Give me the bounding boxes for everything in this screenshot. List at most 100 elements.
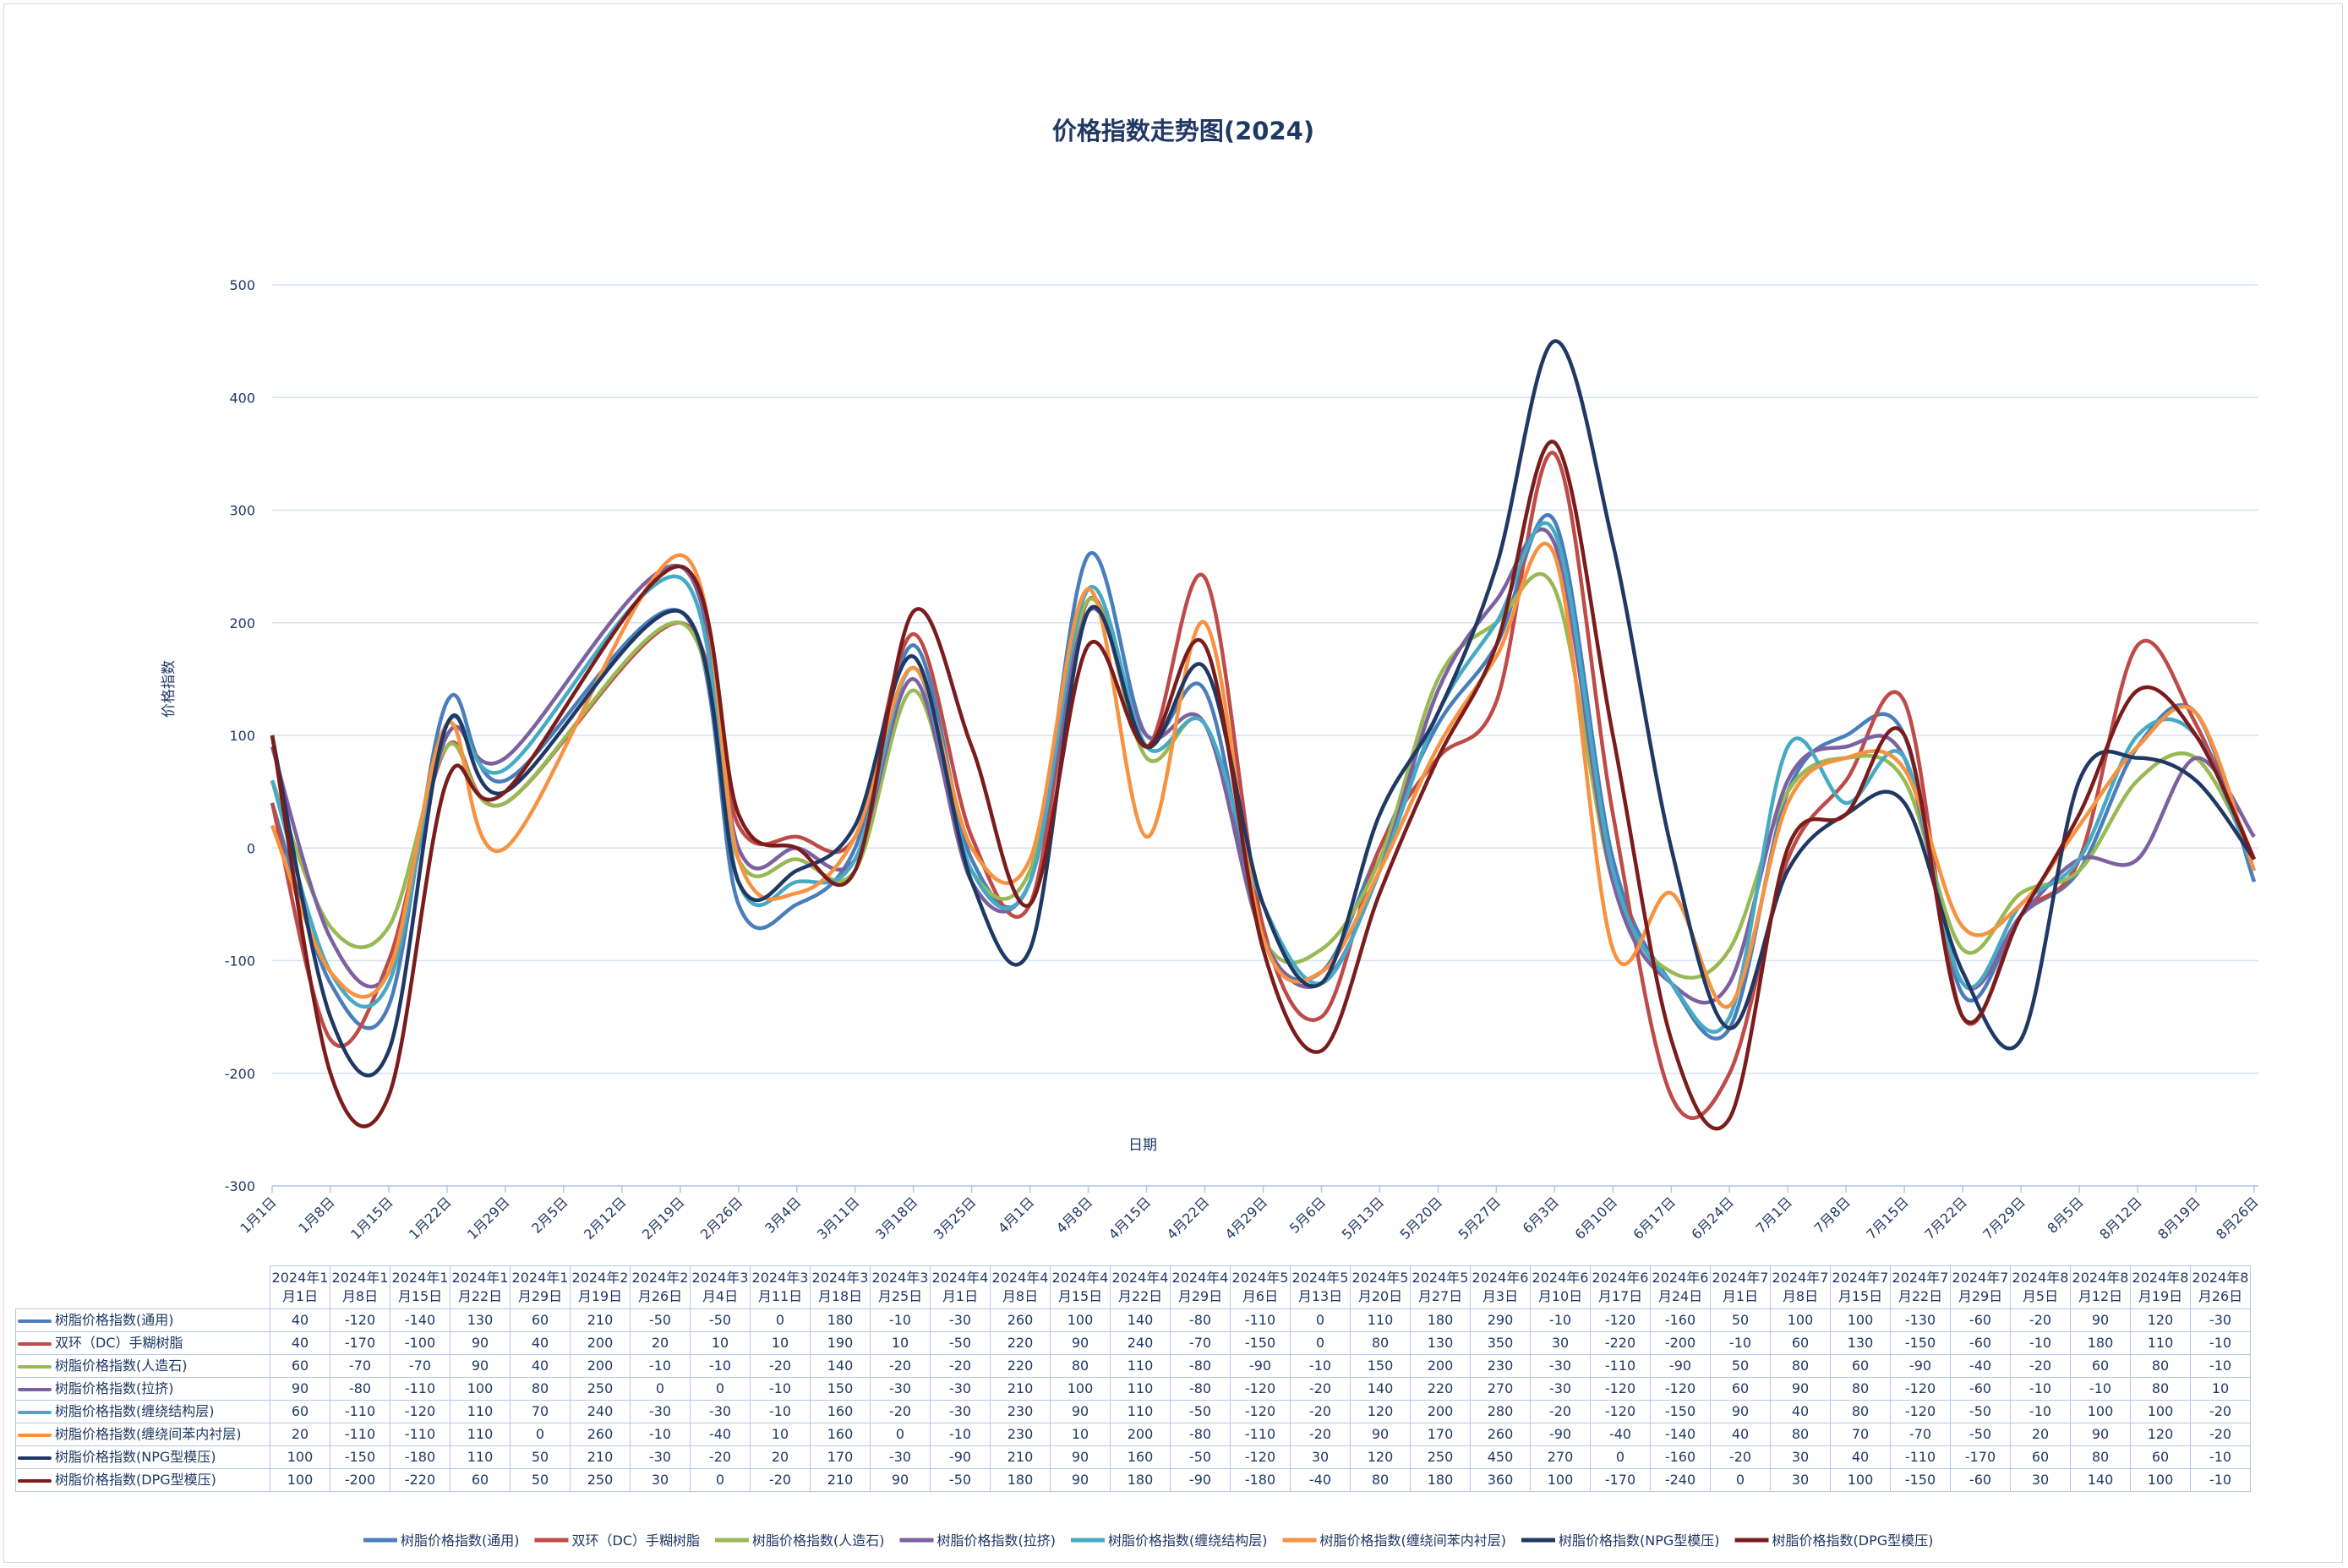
table-cell: 50 (1710, 1354, 1771, 1378)
table-cell: 230 (1470, 1354, 1531, 1378)
table-date-header: 2024年1月22日 (450, 1265, 511, 1309)
table-cell: -10 (930, 1423, 991, 1446)
table-cell: 230 (990, 1400, 1051, 1423)
table-cell: 0 (750, 1308, 811, 1332)
table-cell: 100 (2130, 1468, 2191, 1492)
table-cell: -10 (2190, 1354, 2251, 1378)
table-cell: 0 (870, 1423, 931, 1446)
table-cell: -90 (930, 1445, 991, 1469)
table-cell: 110 (1110, 1377, 1171, 1401)
chart-title: 价格指数走势图(2024) (1052, 117, 1314, 145)
table-swatch (18, 1387, 52, 1391)
table-cell: -10 (1530, 1308, 1591, 1332)
table-date-header: 2024年2月19日 (570, 1265, 631, 1309)
table-cell: 80 (1350, 1331, 1411, 1355)
table-cell: -110 (1230, 1423, 1291, 1446)
table-date-header: 2024年7月8日 (1770, 1265, 1831, 1309)
table-series-name: 树脂价格指数(拉挤) (15, 1377, 270, 1401)
x-tick-label: 3月4日 (762, 1194, 804, 1236)
table-cell: 220 (1410, 1377, 1471, 1401)
table-cell: -80 (1170, 1354, 1231, 1378)
table-date-header: 2024年8月19日 (2130, 1265, 2191, 1309)
table-cell: -120 (1230, 1445, 1291, 1469)
table-cell: 20 (2010, 1423, 2071, 1446)
table-cell: -30 (630, 1445, 691, 1469)
table-cell: 60 (1710, 1377, 1771, 1401)
table-date-header: 2024年2月26日 (630, 1265, 691, 1309)
table-cell: -90 (1230, 1354, 1291, 1378)
table-cell: 90 (1050, 1468, 1111, 1492)
x-axis-title: 日期 (1128, 1137, 1157, 1154)
legend-label: 树脂价格指数(缠绕结构层) (1108, 1532, 1268, 1549)
table-cell: -50 (1950, 1400, 2011, 1423)
table-cell: 60 (2010, 1445, 2071, 1469)
table-cell: -140 (390, 1308, 450, 1332)
table-cell: -10 (2070, 1377, 2131, 1401)
table-cell: -50 (930, 1468, 991, 1492)
table-date-header: 2024年4月15日 (1050, 1265, 1111, 1309)
table-cell: 140 (810, 1354, 871, 1378)
table-cell: -50 (930, 1331, 991, 1355)
table-cell: -30 (1530, 1377, 1591, 1401)
table-date-header: 2024年5月6日 (1230, 1265, 1291, 1309)
table-cell: -50 (1170, 1400, 1231, 1423)
table-cell: -20 (1530, 1400, 1591, 1423)
table-swatch (18, 1364, 52, 1369)
table-cell: -10 (2190, 1331, 2251, 1355)
table-cell: -50 (1170, 1445, 1231, 1469)
table-cell: 0 (510, 1423, 571, 1446)
table-cell: 110 (1110, 1354, 1171, 1378)
series-line (270, 451, 2257, 1120)
table-cell: 100 (270, 1445, 330, 1469)
table-series-label: 树脂价格指数(拉挤) (55, 1380, 174, 1396)
table-cell: 120 (2130, 1308, 2191, 1332)
table-cell: -50 (1950, 1423, 2011, 1446)
table-cell: -10 (630, 1423, 691, 1446)
legend: 树脂价格指数(通用) 双环（DC）手糊树脂 树脂价格指数(人造石) 树脂价格指数(拉挤… (363, 1532, 1933, 1549)
table-cell: -120 (1590, 1400, 1651, 1423)
table-cell: -80 (1170, 1377, 1231, 1401)
table-cell: -30 (930, 1377, 991, 1401)
table-date-header: 2024年7月22日 (1890, 1265, 1951, 1309)
table-cell: 450 (1470, 1445, 1531, 1469)
table-cell: 60 (450, 1468, 511, 1492)
y-tick-label: 500 (229, 277, 255, 293)
table-cell: 110 (1110, 1400, 1171, 1423)
table-cell: 140 (2070, 1468, 2131, 1492)
table-cell: -30 (870, 1445, 931, 1469)
table-date-header: 2024年1月29日 (510, 1265, 571, 1309)
table-cell: 10 (690, 1331, 751, 1355)
table-cell: -170 (1590, 1468, 1651, 1492)
legend-label: 双环（DC）手糊树脂 (572, 1532, 701, 1549)
table-cell: -70 (1170, 1331, 1231, 1355)
y-tick-label: -100 (225, 953, 255, 970)
table-cell: 10 (750, 1331, 811, 1355)
table-date-header: 2024年6月10日 (1530, 1265, 1591, 1309)
table-cell: 160 (810, 1400, 871, 1423)
table-cell: 90 (1050, 1400, 1111, 1423)
table-series-label: 树脂价格指数(缠绕结构层) (55, 1403, 215, 1419)
x-tick-label: 6月10日 (1571, 1194, 1620, 1243)
table-cell: 80 (1830, 1377, 1891, 1401)
y-tick-label: 300 (229, 503, 255, 519)
table-cell: 60 (2130, 1445, 2191, 1469)
table-cell: -30 (1530, 1354, 1591, 1378)
x-tick-label: 8月5日 (2044, 1194, 2086, 1236)
table-cell: -170 (330, 1331, 390, 1355)
table-cell: 0 (1290, 1331, 1351, 1355)
table-cell: 80 (1050, 1354, 1111, 1378)
table-cell: 160 (810, 1423, 871, 1446)
table-cell: 100 (2130, 1400, 2191, 1423)
table-cell: 100 (1530, 1468, 1591, 1492)
table-cell: -20 (1710, 1445, 1771, 1469)
table-cell: -180 (1230, 1468, 1291, 1492)
table-cell: -10 (750, 1400, 811, 1423)
table-series-name: 树脂价格指数(DPG型模压) (15, 1468, 270, 1492)
table-cell: -30 (930, 1308, 991, 1332)
table-cell: 120 (2130, 1423, 2191, 1446)
x-tick-label: 4月1日 (995, 1194, 1037, 1236)
table-cell: -120 (1590, 1308, 1651, 1332)
table-cell: -110 (330, 1423, 390, 1446)
table-date-header: 2024年6月17日 (1590, 1265, 1651, 1309)
table-cell: 110 (2130, 1331, 2191, 1355)
